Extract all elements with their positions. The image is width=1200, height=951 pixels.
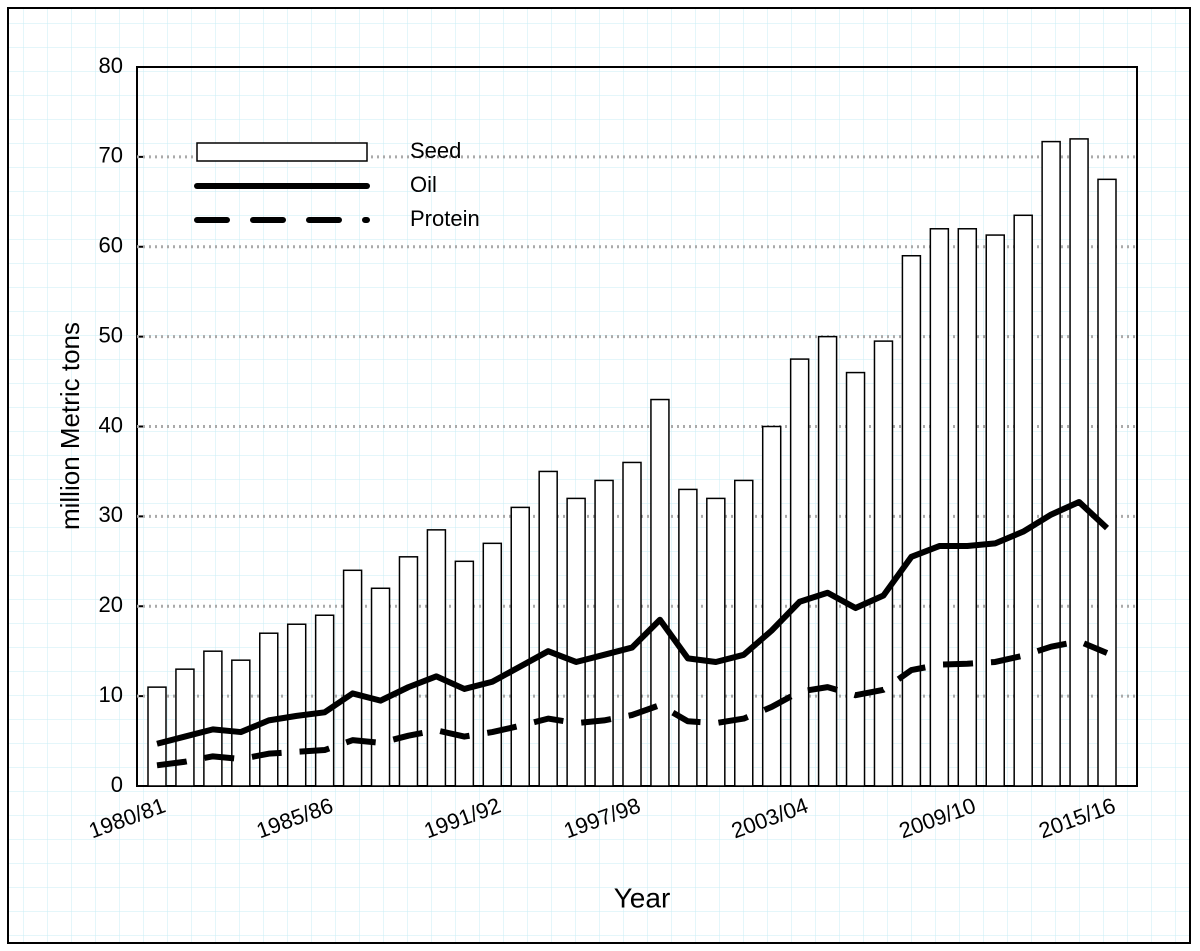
bar [147,686,167,787]
bar [734,479,754,787]
y-tick-label: 30 [99,502,123,527]
bar [622,461,642,787]
legend-label: Seed [410,138,461,163]
bar [482,542,503,787]
y-tick-label: 50 [99,322,123,347]
bar [929,228,950,787]
y-tick-label: 70 [99,143,123,168]
bar [985,234,1005,787]
bar [678,488,698,787]
bar [566,497,586,787]
bar [510,506,530,787]
bar [259,632,279,787]
bar [1069,138,1089,787]
y-tick-label: 10 [99,682,123,707]
bar [286,623,307,787]
y-tick-label: 0 [111,772,123,797]
y-tick-label: 80 [99,53,123,78]
bar [845,371,866,787]
bar [342,569,363,787]
bar [538,470,558,787]
bar [1013,214,1033,787]
bar [761,425,782,787]
x-axis-title: Year [614,882,671,913]
bar [398,556,419,787]
y-axis-title: million Metric tons [55,322,85,530]
bar [817,335,838,787]
legend-swatch [196,142,368,162]
bar [314,614,335,787]
bar [957,228,978,787]
bar [426,529,447,787]
frame [7,7,1191,944]
bar [1097,178,1117,787]
bar [175,668,195,787]
bar [231,659,251,787]
legend-label: Oil [410,172,437,197]
y-tick-label: 60 [99,233,123,258]
legend-label: Protein [410,206,480,231]
bar [706,497,726,787]
bar [650,398,670,787]
bar [594,479,614,787]
y-tick-label: 20 [99,592,123,617]
y-tick-label: 40 [99,412,123,437]
bar [901,254,922,787]
bar [1041,140,1061,787]
bar [873,340,894,787]
bar [789,358,810,787]
bar [203,650,223,787]
line-series [156,638,1109,769]
bar [454,560,475,787]
bar [370,587,391,787]
line-series [156,498,1110,747]
